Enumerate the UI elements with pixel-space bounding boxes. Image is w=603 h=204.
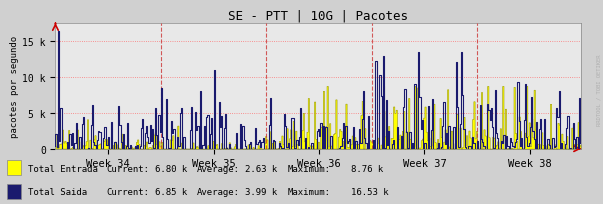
Text: Total Saida: Total Saida: [28, 187, 87, 196]
Text: Maximum:: Maximum:: [288, 164, 330, 173]
Text: 6.80 k: 6.80 k: [155, 164, 187, 173]
Title: SE - PTT | 10G | Pacotes: SE - PTT | 10G | Pacotes: [229, 9, 408, 22]
Text: 16.53 k: 16.53 k: [351, 187, 388, 196]
Text: RRDTOOL / TOBI OETIKER: RRDTOOL / TOBI OETIKER: [596, 54, 601, 125]
Text: 8.76 k: 8.76 k: [351, 164, 383, 173]
Text: Current:: Current:: [107, 187, 150, 196]
Text: Average:: Average:: [197, 187, 240, 196]
Text: 6.85 k: 6.85 k: [155, 187, 187, 196]
Text: Average:: Average:: [197, 164, 240, 173]
Y-axis label: pacotes por segundo: pacotes por segundo: [10, 35, 19, 137]
Text: Current:: Current:: [107, 164, 150, 173]
Text: Total Entrada: Total Entrada: [28, 164, 98, 173]
Text: 3.99 k: 3.99 k: [245, 187, 277, 196]
Text: 2.63 k: 2.63 k: [245, 164, 277, 173]
Text: Maximum:: Maximum:: [288, 187, 330, 196]
